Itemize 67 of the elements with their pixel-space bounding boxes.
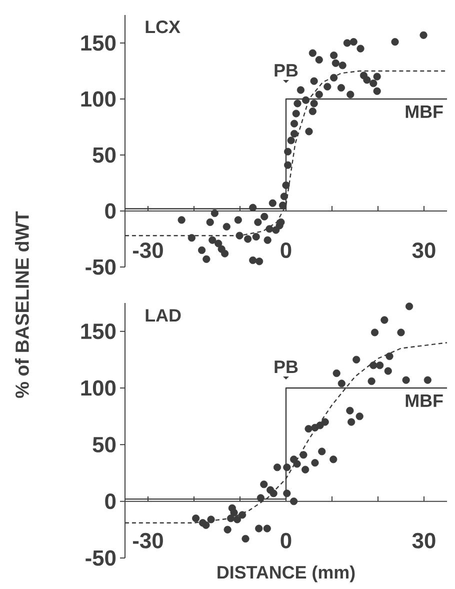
y-tick-label: 150 [81,35,116,51]
point [424,376,432,384]
x-tick-label: 0 [280,242,292,258]
chart-title: LCX [146,20,180,34]
annotation: PB [274,64,298,77]
point [316,422,324,430]
point [311,458,319,467]
point [293,460,301,468]
point [224,526,232,534]
point [230,508,238,516]
y-axis-title: % of BASELINE dWT [15,211,29,398]
y-tick-label: -50 [86,259,116,275]
point [346,406,354,414]
point [283,490,291,498]
point [370,362,378,370]
series-label: MBF [406,106,443,118]
point [207,516,215,524]
point [332,369,340,378]
point [233,516,242,524]
point [370,328,379,336]
point [348,418,356,426]
y-tick-label: 150 [81,324,116,340]
chart-title: LAD [146,309,181,322]
point [321,418,329,426]
point [338,380,346,388]
y-tick-label: 50 [92,436,116,452]
y-tick-label: 0 [105,203,116,219]
y-tick-label: 100 [81,380,116,396]
point [352,356,360,364]
x-tick-label: -30 [133,242,163,258]
x-axis-title: DISTANCE (mm) [218,566,355,582]
y-tick-label: -50 [86,550,116,566]
point [356,412,364,420]
point [386,352,394,360]
point [238,511,246,519]
point [192,514,200,522]
point [384,367,392,375]
x-tick-label: 0 [280,532,292,548]
point [263,524,271,532]
y-tick-label: 50 [92,147,116,163]
point [397,328,405,336]
point [368,377,376,385]
point [255,524,263,532]
point [300,451,308,459]
point [304,424,312,433]
point [380,316,388,324]
point [202,521,210,529]
point [302,466,310,474]
y-tick-label: 100 [81,91,116,107]
point [290,498,298,506]
point [405,302,414,310]
point [273,464,282,472]
point [256,494,264,502]
point [376,362,384,370]
series-label: MBF [406,394,443,407]
point [242,534,250,543]
point [402,376,410,384]
point [330,456,338,464]
point [283,464,291,472]
y-tick-label: 0 [105,494,116,510]
x-tick-label: 30 [412,242,436,258]
x-tick-label: -30 [133,532,163,548]
point [270,490,278,498]
point [318,448,326,456]
x-tick-label: 30 [412,532,436,548]
point [260,480,268,488]
annotation: PB [274,360,298,373]
